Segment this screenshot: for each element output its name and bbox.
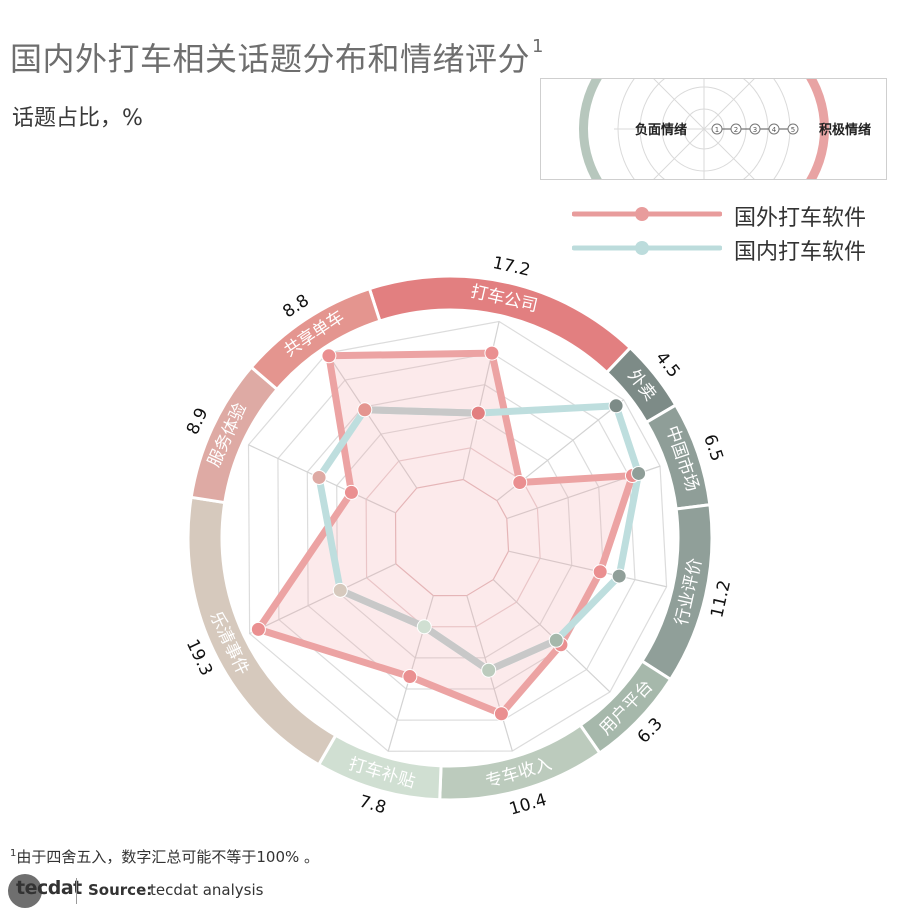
source-line: tecdat Source: tecdat analysis	[8, 874, 408, 908]
page-title: 国内外打车相关话题分布和情绪评分 1	[10, 36, 544, 78]
domestic-point	[416, 619, 432, 635]
legend-swatch-overseas	[572, 207, 722, 221]
source-label: Source:	[88, 881, 153, 899]
share-value-label: 8.9	[183, 405, 213, 438]
tecdat-logo	[8, 874, 42, 908]
overseas-point	[512, 474, 528, 490]
scale-dot	[768, 123, 780, 135]
positive-label: 积极情绪	[819, 122, 871, 138]
share-value-label: 11.2	[707, 578, 735, 619]
scale-label: 3	[753, 126, 757, 134]
share-value-label: 7.8	[357, 792, 389, 819]
series-overlap	[336, 586, 428, 631]
overseas-point	[321, 348, 337, 364]
scale-label: 4	[772, 126, 777, 134]
radar-series	[250, 345, 647, 722]
ring-segment	[249, 286, 382, 392]
domestic-point	[548, 632, 564, 648]
chart-subtitle: 话题占比，%	[12, 106, 143, 131]
scale-label: 5	[791, 126, 795, 134]
legend-label-overseas: 国外打车软件	[734, 206, 867, 231]
topic-ring	[186, 274, 714, 802]
series-overlap	[420, 623, 493, 674]
scale-label: 1	[715, 126, 719, 134]
overseas-point	[484, 345, 500, 361]
domestic-point	[608, 398, 624, 414]
share-value-label: 10.4	[507, 790, 549, 820]
domestic-point	[332, 582, 348, 598]
scale-dot	[787, 123, 799, 135]
domestic-point	[481, 662, 497, 678]
overseas-point	[493, 706, 509, 722]
domestic-point	[311, 469, 327, 485]
series-overlap	[485, 636, 560, 674]
share-value-label: 17.2	[491, 253, 532, 281]
domestic-point	[357, 402, 373, 418]
ring-segment	[639, 503, 714, 682]
sentiment-key-arc-negative	[578, 79, 602, 179]
overseas-point	[592, 564, 608, 580]
scale-dot	[749, 123, 761, 135]
overseas-point	[402, 669, 418, 685]
share-value-label: 6.5	[699, 432, 727, 464]
scale-dot	[711, 123, 723, 135]
series-overlap	[361, 406, 482, 417]
domestic-point	[470, 405, 486, 421]
negative-label: 负面情绪	[635, 122, 687, 138]
series-area	[258, 353, 633, 714]
grid-spoke	[249, 563, 397, 635]
domestic-point	[611, 568, 627, 584]
divider	[76, 878, 77, 904]
scale-label: 2	[734, 126, 738, 134]
legend-swatch-domestic	[572, 241, 722, 255]
sentiment-key-arc-positive	[806, 79, 830, 179]
grid-spoke	[508, 550, 667, 588]
sentiment-key: 1 2 3 4 5 负面情绪 积极情绪	[540, 78, 887, 180]
sentiment-scale: 1 2 3 4 5	[711, 123, 799, 135]
grid-spoke	[326, 352, 418, 489]
logo-text: tecdat	[16, 877, 82, 899]
legend-label-domestic: 国内打车软件	[734, 240, 867, 265]
source-text: tecdat analysis	[150, 881, 264, 899]
scale-dot	[730, 123, 742, 135]
domestic-point	[631, 465, 647, 481]
footnote: 1由于四舍五入，数字汇总可能不等于100% 。	[10, 848, 320, 866]
overseas-point	[343, 484, 359, 500]
overseas-point	[250, 621, 266, 637]
